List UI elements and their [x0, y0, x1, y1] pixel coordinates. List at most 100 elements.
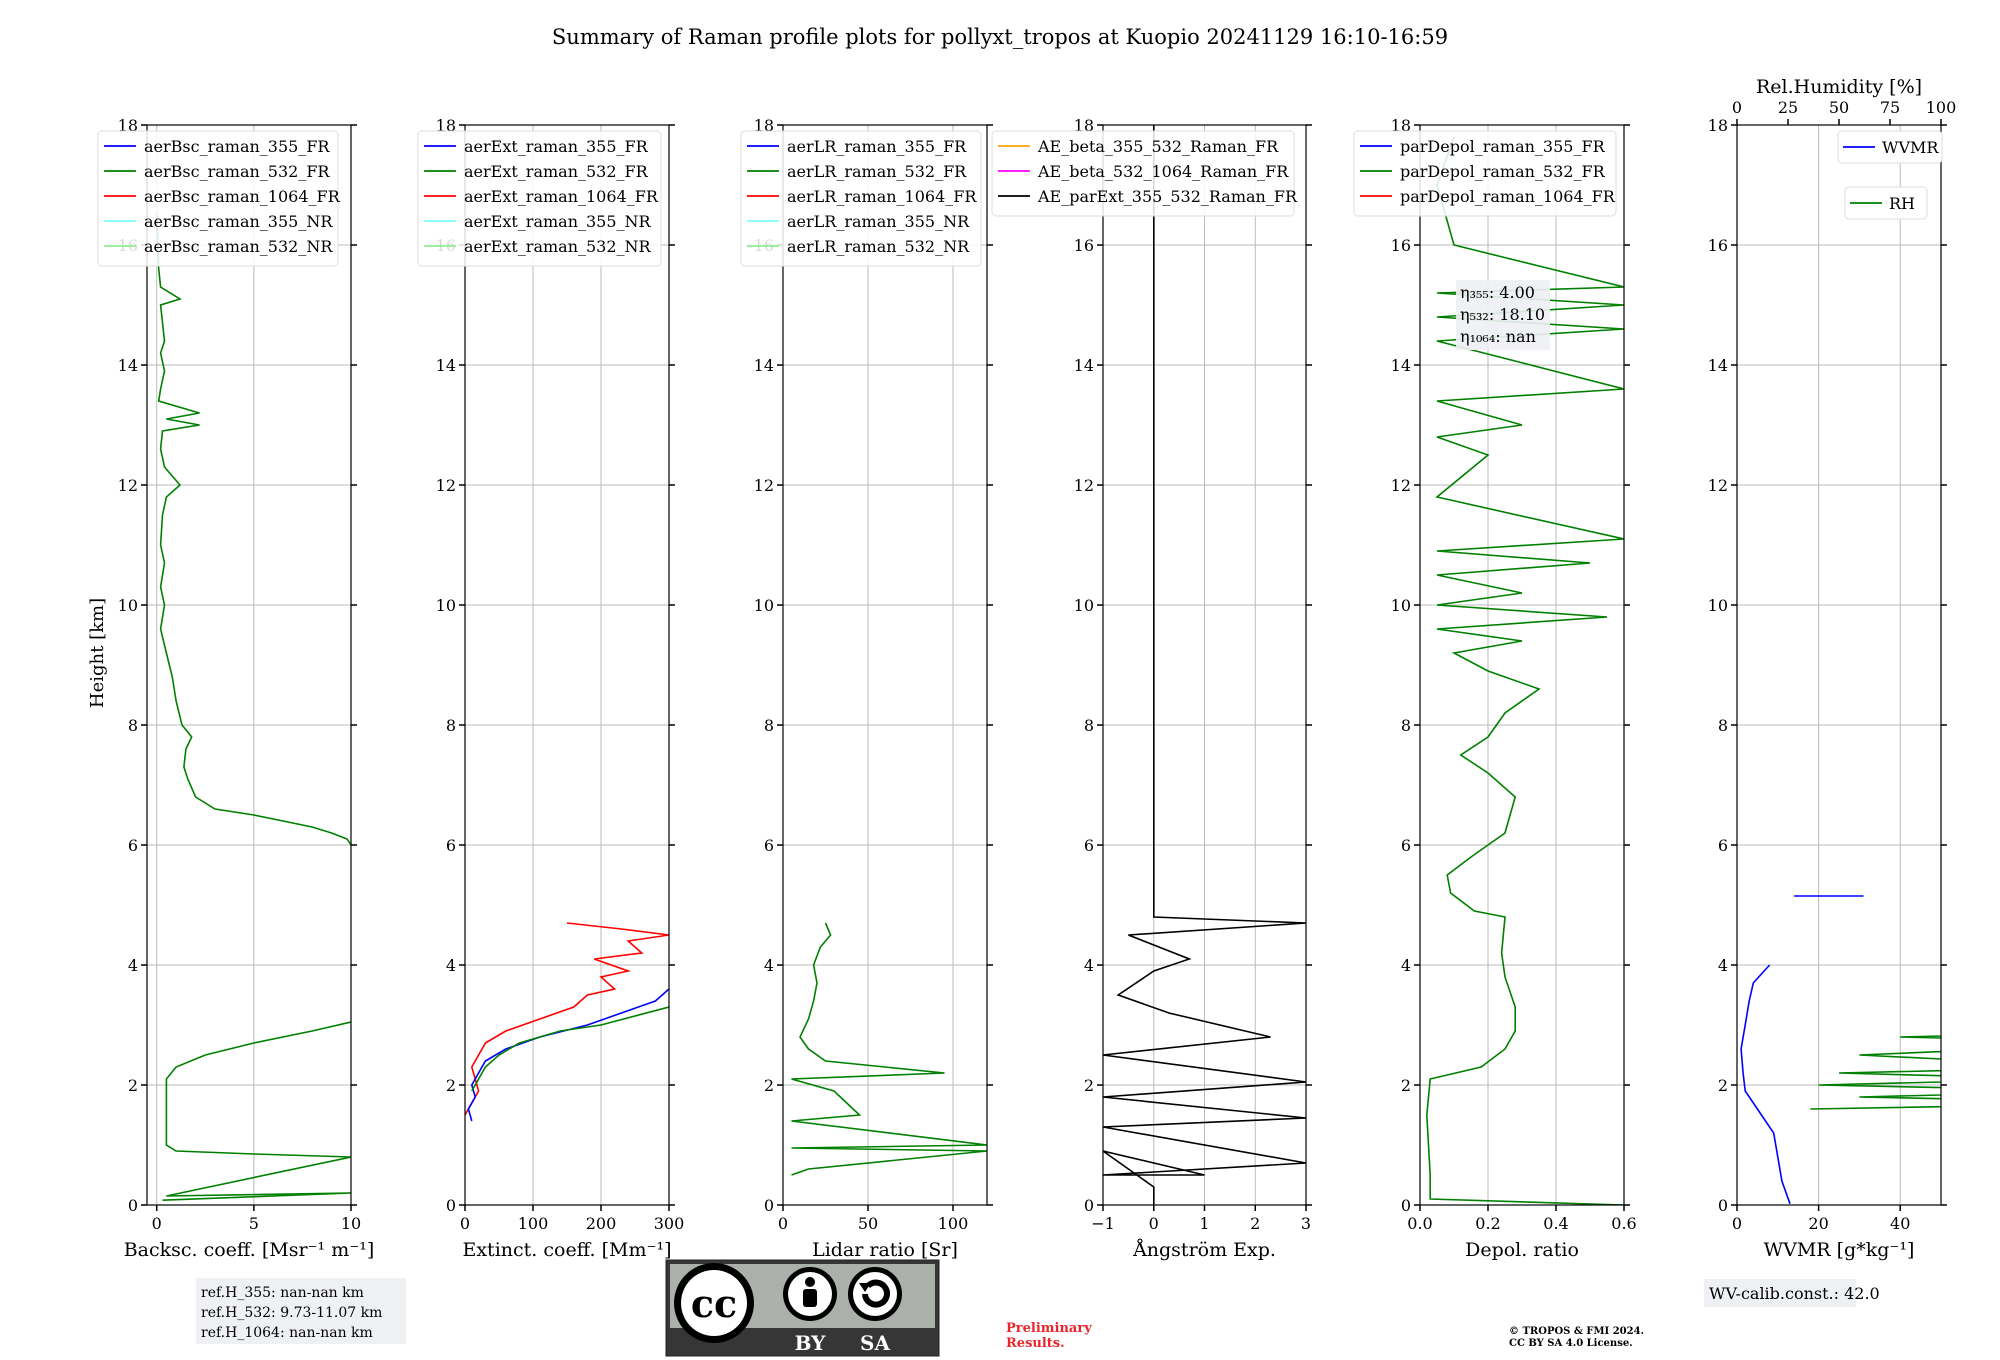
cc-by-sa-badge: cc BY SA: [665, 1259, 940, 1357]
legend-label: aerExt_raman_355_NR: [464, 212, 652, 231]
refh-355: ref.H_355: nan-nan km: [201, 1285, 364, 1301]
legend-label: aerExt_raman_1064_FR: [464, 187, 659, 206]
series-aerExt_raman_1064_FR: [465, 922, 669, 1116]
y-tick-label: 18: [118, 116, 138, 135]
x-tick-label: 1: [1199, 1214, 1209, 1233]
y-tick-label: 12: [1391, 476, 1411, 495]
y-tick-label: 8: [1401, 716, 1411, 735]
legend-label: aerBsc_raman_355_NR: [144, 212, 333, 231]
x2-tick-label: 100: [1926, 98, 1957, 117]
y-tick-label: 2: [764, 1076, 774, 1095]
copyright-line2: CC BY SA 4.0 License.: [1509, 1338, 1633, 1349]
legend-label: AE_beta_355_532_Raman_FR: [1037, 137, 1279, 156]
y-tick-label: 10: [754, 596, 774, 615]
legend: AE_beta_355_532_Raman_FR AE_beta_532_1064…: [991, 130, 1298, 217]
y-tick-label: 12: [118, 476, 138, 495]
y-tick-label: 18: [436, 116, 456, 135]
y-tick-label: 6: [1084, 836, 1094, 855]
y-tick-label: 6: [1401, 836, 1411, 855]
y-tick-label: 8: [128, 716, 138, 735]
x-tick-label: 100: [938, 1214, 969, 1233]
y-tick-label: 0: [1718, 1196, 1728, 1215]
x-tick-label: 0: [778, 1214, 788, 1233]
axes-frame: [1736, 124, 1942, 1206]
series-aerExt_raman_532_FR: [471, 1006, 669, 1092]
legend-label: parDepol_raman_532_FR: [1400, 162, 1606, 181]
x-tick-label: 20: [1808, 1214, 1828, 1233]
axes-frame: [782, 124, 988, 1206]
legend-label: aerBsc_raman_355_FR: [144, 137, 330, 156]
y-tick-label: 18: [1708, 116, 1728, 135]
y-tick-label: 12: [1074, 476, 1094, 495]
by-person-icon: [805, 1277, 815, 1287]
y-tick-label: 4: [1401, 956, 1411, 975]
y-tick-label: 2: [1084, 1076, 1094, 1095]
y-tick-label: 0: [1401, 1196, 1411, 1215]
x-tick-label: 2: [1250, 1214, 1260, 1233]
legend-label: aerExt_raman_532_NR: [464, 237, 652, 256]
y-tick-label: 12: [1708, 476, 1728, 495]
y-tick-label: 8: [1084, 716, 1094, 735]
x2-tick-label: 50: [1829, 98, 1849, 117]
x-tick-label: 40: [1890, 1214, 1910, 1233]
x-tick-label: 100: [518, 1214, 549, 1233]
y-tick-label: 6: [764, 836, 774, 855]
y-tick-label: 14: [436, 356, 456, 375]
series-AE_parExt_355_532_Raman_FR: [1103, 125, 1306, 1205]
x-axis-label: Backsc. coeff. [Msr⁻¹ m⁻¹]: [124, 1239, 375, 1261]
y-tick-label: 10: [436, 596, 456, 615]
legend-label: RH: [1889, 194, 1915, 213]
legend-label: aerBsc_raman_532_NR: [144, 237, 333, 256]
copyright-line1: © TROPOS & FMI 2024.: [1509, 1326, 1644, 1337]
x-tick-label: 0.2: [1475, 1214, 1500, 1233]
y-tick-label: 4: [128, 956, 138, 975]
panel-lidar_ratio: 024681012141618050100Lidar ratio [Sr]aer…: [740, 116, 993, 1261]
x-tick-label: −1: [1091, 1214, 1115, 1233]
x-tick-label: 0.4: [1543, 1214, 1568, 1233]
legend: aerLR_raman_355_FR aerLR_raman_532_FR aerL…: [740, 130, 982, 267]
eta-annotation: η₅₃₂: 18.10: [1460, 305, 1545, 324]
y-axis-label: Height [km]: [87, 598, 108, 708]
y-tick-label: 4: [1718, 956, 1728, 975]
sa-share-icon: [862, 1279, 890, 1308]
legend-label: parDepol_raman_355_FR: [1400, 137, 1606, 156]
y-tick-label: 14: [754, 356, 774, 375]
y-tick-label: 6: [128, 836, 138, 855]
y-tick-label: 10: [1074, 596, 1094, 615]
y-tick-label: 14: [1391, 356, 1411, 375]
series-aerLR_raman_532_FR: [791, 922, 987, 1176]
legend-label: aerBsc_raman_532_FR: [144, 162, 330, 181]
legend-label: aerLR_raman_1064_FR: [787, 187, 977, 206]
x-tick-label: 3: [1301, 1214, 1311, 1233]
series-WVMR: [1740, 964, 1791, 1205]
panel-extinction: 0246810121416180100200300Extinct. coeff.…: [417, 116, 684, 1261]
x-axis-label: Ångström Exp.: [1132, 1239, 1276, 1261]
y-tick-label: 2: [446, 1076, 456, 1095]
axes-frame: [464, 124, 670, 1206]
y-tick-label: 10: [1391, 596, 1411, 615]
y-tick-label: 14: [1708, 356, 1728, 375]
series-aerExt_raman_355_FR: [467, 988, 669, 1122]
y-tick-label: 16: [1708, 236, 1728, 255]
y-tick-label: 4: [1084, 956, 1094, 975]
y-tick-label: 12: [754, 476, 774, 495]
x-tick-label: 0.6: [1611, 1214, 1636, 1233]
x-axis-label: Lidar ratio [Sr]: [812, 1239, 958, 1261]
x-axis-label: Depol. ratio: [1465, 1239, 1579, 1261]
x-tick-label: 0: [152, 1214, 162, 1233]
y-tick-label: 0: [128, 1196, 138, 1215]
y-tick-label: 10: [1708, 596, 1728, 615]
x-tick-label: 0.0: [1407, 1214, 1432, 1233]
y-tick-label: 2: [1718, 1076, 1728, 1095]
badge-sa-label: SA: [860, 1331, 890, 1355]
y-tick-label: 0: [1084, 1196, 1094, 1215]
x-axis-label: Extinct. coeff. [Mm⁻¹]: [462, 1239, 671, 1261]
axes-frame: [146, 124, 352, 1206]
legend-label: aerLR_raman_532_NR: [787, 237, 970, 256]
wv-calib-label: WV-calib.const.: 42.0: [1709, 1284, 1880, 1303]
y-tick-label: 18: [1074, 116, 1094, 135]
legend-label: parDepol_raman_1064_FR: [1400, 187, 1616, 206]
